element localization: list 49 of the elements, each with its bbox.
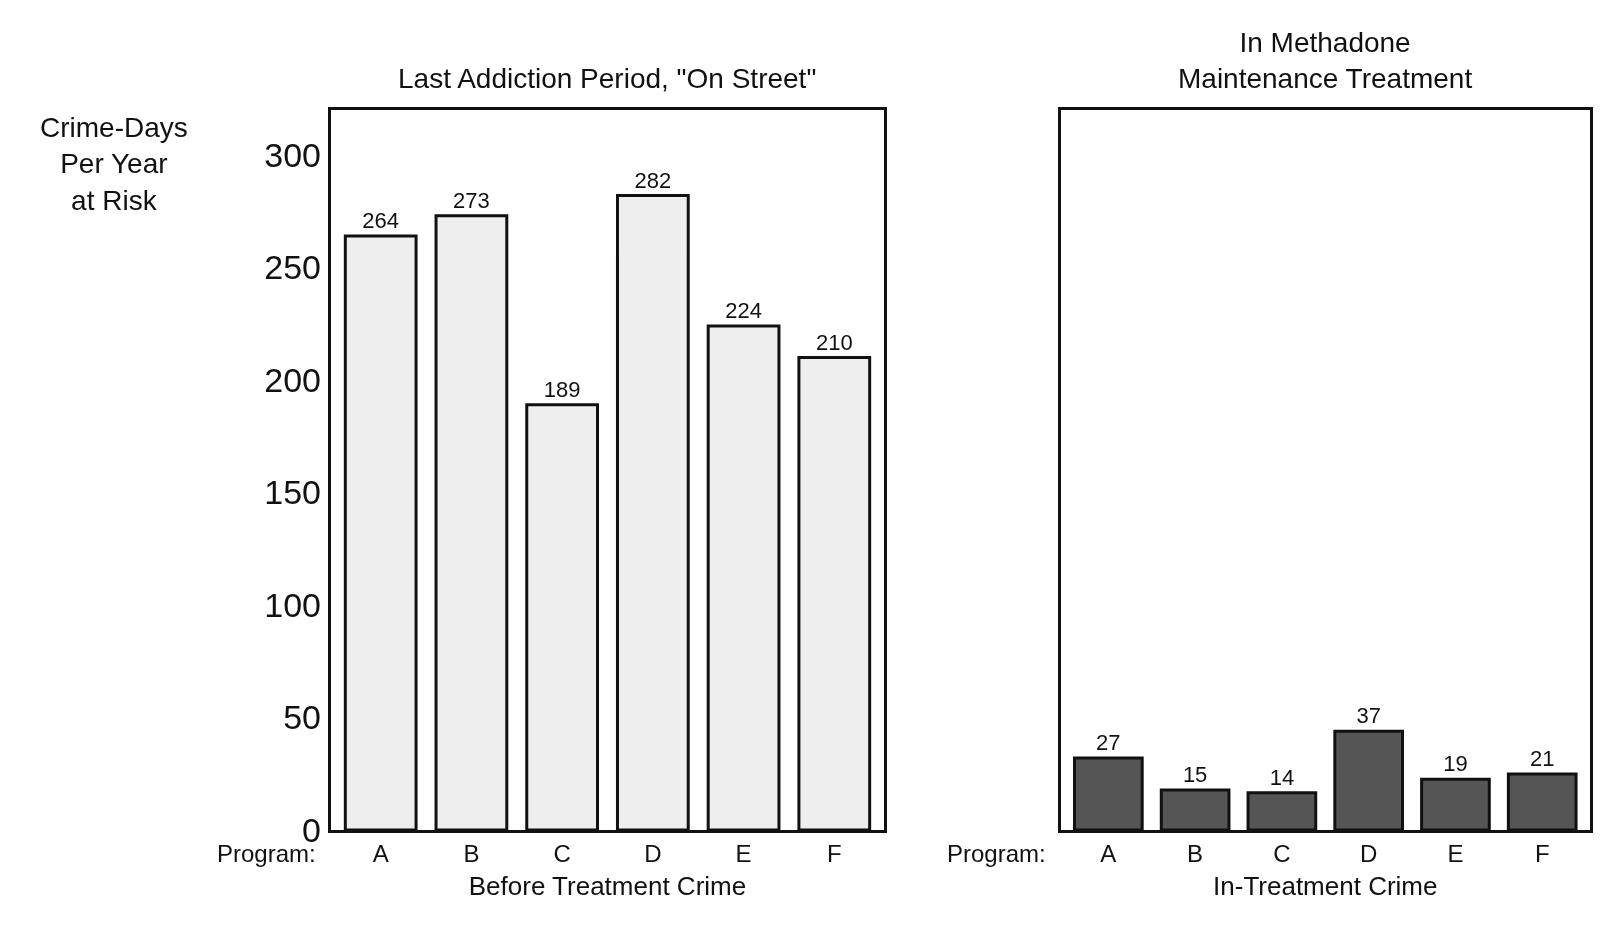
- y-tick-label: 50: [283, 698, 321, 737]
- x-tick-label: A: [1100, 839, 1117, 867]
- data-label: 210: [815, 329, 853, 355]
- chart-title: Last Addiction Period, "On Street": [398, 63, 817, 94]
- text: Program:: [947, 840, 1046, 867]
- bar: [1333, 729, 1405, 830]
- bar: [797, 356, 872, 830]
- data-label: 14: [1269, 764, 1295, 790]
- bar: [434, 214, 509, 830]
- data-label: 37: [1356, 703, 1381, 729]
- x-tick-label: D: [1360, 839, 1378, 867]
- bar: [1159, 788, 1231, 830]
- data-label: 19: [1443, 751, 1468, 777]
- x-tick-label: C: [1273, 839, 1291, 867]
- data-label: 273: [453, 187, 490, 213]
- data-label: 224: [725, 298, 762, 323]
- x-tick-label: E: [1447, 839, 1464, 867]
- x-tick-label: C: [553, 839, 571, 867]
- bar: [525, 403, 600, 830]
- x-axis-title: In-Treatment Crime: [1213, 871, 1438, 902]
- y-axis-title: Crime-Days Per Year at Risk: [40, 112, 188, 216]
- y-tick-label: 100: [264, 585, 321, 624]
- data-label: 264: [362, 208, 400, 233]
- y-tick-label: 250: [264, 248, 321, 287]
- data-label: 21: [1529, 746, 1555, 771]
- x-tick-label: F: [826, 839, 842, 867]
- bar: [1420, 777, 1491, 830]
- data-label: 27: [1096, 730, 1121, 755]
- data-label: 15: [1182, 762, 1208, 787]
- y-tick-label: 0: [302, 810, 321, 849]
- x-tick-label: D: [644, 839, 662, 867]
- bar: [1073, 756, 1144, 830]
- x-tick-label: F: [1534, 839, 1550, 867]
- x-tick-label: B: [1187, 839, 1204, 867]
- bar: [1506, 772, 1578, 830]
- y-tick-label: 150: [264, 473, 321, 512]
- data-label: 282: [634, 167, 672, 193]
- chart-title: In Methadone Maintenance Treatment: [1178, 27, 1473, 95]
- bar: [343, 234, 418, 830]
- y-tick-label: 300: [264, 135, 321, 174]
- x-axis-title: Before Treatment Crime: [468, 871, 747, 902]
- y-tick-label: 200: [264, 360, 321, 399]
- x-tick-label: B: [463, 839, 480, 867]
- bar: [615, 194, 690, 830]
- bar: [1246, 791, 1318, 830]
- x-tick-label: A: [372, 839, 389, 867]
- x-tick-label: E: [735, 839, 752, 867]
- bar: [706, 324, 781, 830]
- data-label: 189: [543, 376, 581, 402]
